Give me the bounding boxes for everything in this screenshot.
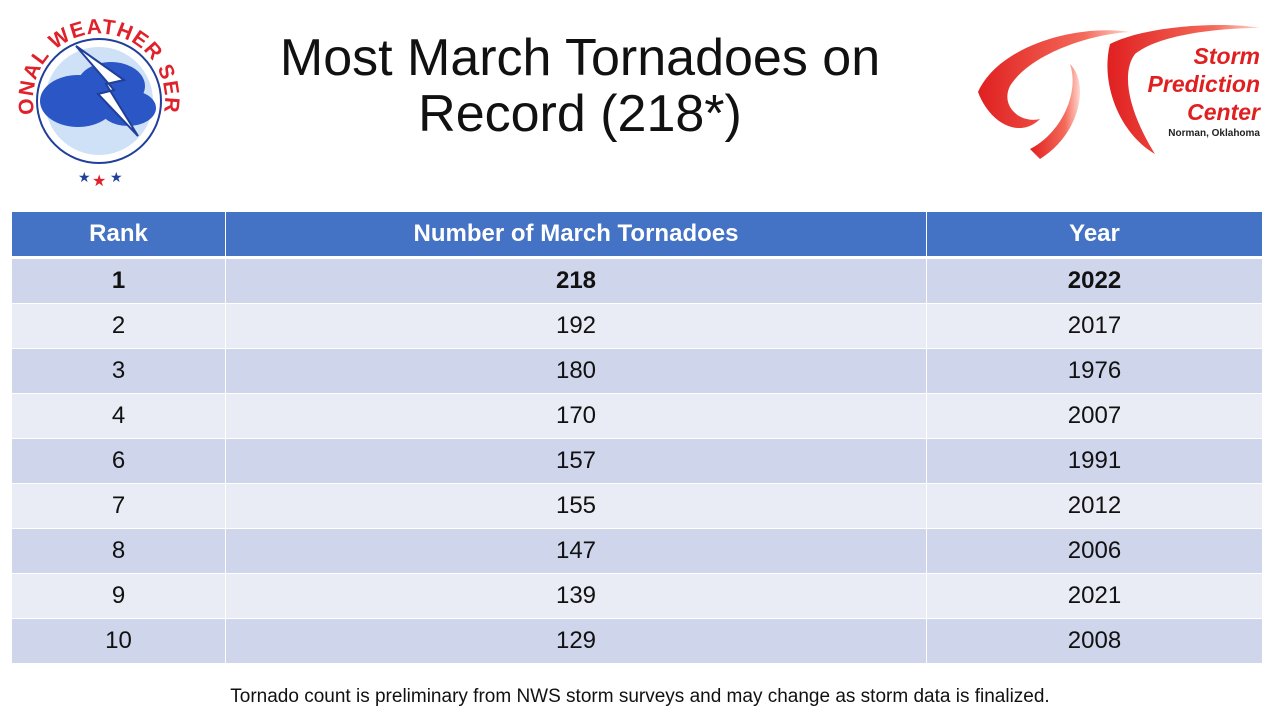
svg-text:★: ★: [110, 170, 123, 186]
table-header-row: Rank Number of March Tornadoes Year: [11, 211, 1263, 259]
year-cell: 2021: [926, 573, 1263, 619]
count-cell: 155: [225, 483, 927, 529]
spc-logo-line1: Storm: [1194, 43, 1260, 69]
table-row: 8 147 2006: [11, 528, 1263, 574]
rank-cell: 3: [11, 348, 226, 394]
table-row: 3 180 1976: [11, 348, 1263, 394]
tornado-table-container: Rank Number of March Tornadoes Year 1 21…: [11, 211, 1263, 664]
rank-cell: 8: [11, 528, 226, 574]
count-cell: 192: [225, 303, 927, 349]
header-year: Year: [926, 211, 1263, 259]
spc-logo-location: Norman, Oklahoma: [1168, 128, 1260, 139]
year-cell: 2007: [926, 393, 1263, 439]
year-cell: 2006: [926, 528, 1263, 574]
year-cell: 2022: [926, 257, 1263, 304]
table-row: 6 157 1991: [11, 438, 1263, 484]
svg-text:★: ★: [92, 171, 106, 190]
rank-cell: 10: [11, 618, 226, 664]
header-number: Number of March Tornadoes: [225, 211, 927, 259]
rank-cell: 1: [11, 257, 226, 304]
page-title: Most March Tornadoes on Record (218*): [279, 29, 881, 143]
rank-cell: 4: [11, 393, 226, 439]
spc-logo-line2: Prediction: [1148, 71, 1260, 97]
count-cell: 157: [225, 438, 927, 484]
year-cell: 2012: [926, 483, 1263, 529]
spc-logo-line3: Center: [1187, 99, 1261, 125]
footnote: Tornado count is preliminary from NWS st…: [230, 686, 1050, 707]
year-cell: 1991: [926, 438, 1263, 484]
table-row: 10 129 2008: [11, 618, 1263, 664]
nws-logo-icon: NATIONAL WEATHER SERVICE ★ ★ ★: [6, 6, 182, 190]
year-cell: 1976: [926, 348, 1263, 394]
table-row: 7 155 2012: [11, 483, 1263, 529]
count-cell: 129: [225, 618, 927, 664]
count-cell: 170: [225, 393, 927, 439]
spc-logo-icon: Storm Prediction Center Norman, Oklahoma: [978, 25, 1261, 159]
header-rank: Rank: [11, 211, 226, 259]
rank-cell: 6: [11, 438, 226, 484]
rank-cell: 2: [11, 303, 226, 349]
count-cell: 147: [225, 528, 927, 574]
tornado-table: Rank Number of March Tornadoes Year 1 21…: [11, 211, 1263, 664]
rank-cell: 7: [11, 483, 226, 529]
count-cell: 139: [225, 573, 927, 619]
svg-text:★: ★: [78, 170, 91, 186]
table-row: 9 139 2021: [11, 573, 1263, 619]
count-cell: 180: [225, 348, 927, 394]
count-cell: 218: [225, 257, 927, 304]
table-row: 4 170 2007: [11, 393, 1263, 439]
year-cell: 2017: [926, 303, 1263, 349]
rank-cell: 9: [11, 573, 226, 619]
table-row: 2 192 2017: [11, 303, 1263, 349]
table-row: 1 218 2022: [11, 257, 1263, 304]
year-cell: 2008: [926, 618, 1263, 664]
